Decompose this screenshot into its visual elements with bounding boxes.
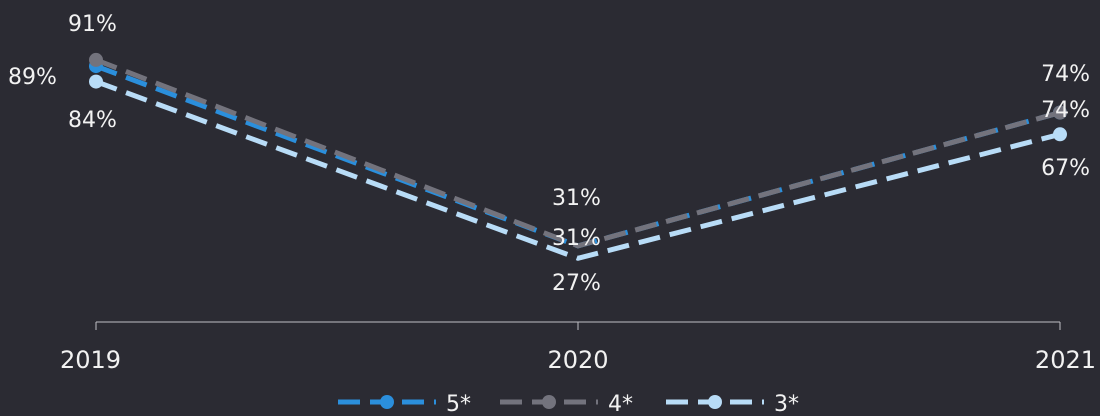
data-label: 67% — [1041, 156, 1090, 181]
series-line-2 — [95, 79, 1061, 261]
series-line-1 — [95, 57, 1061, 249]
data-point — [89, 52, 103, 67]
data-point — [89, 74, 103, 89]
data-point — [1053, 127, 1067, 142]
legend-label: 3* — [774, 392, 799, 416]
series-lines — [89, 52, 1067, 261]
x-tick-label: 2019 — [60, 346, 121, 374]
x-tick-label: 2020 — [547, 346, 608, 374]
legend-swatch-marker — [542, 395, 556, 409]
data-label: 31% — [552, 226, 601, 251]
x-axis: 2019 2020 2021 — [60, 321, 1096, 374]
x-tick-label: 2021 — [1035, 346, 1096, 374]
legend-label: 5* — [446, 392, 471, 416]
data-label: 84% — [68, 108, 117, 133]
legend: 5* 4* 3* — [338, 392, 799, 416]
legend-swatch-marker — [708, 395, 722, 409]
data-label: 74% — [1041, 62, 1090, 87]
data-labels: 89% 31% 74% 91% 31% 74% 84% 27% 67% — [8, 12, 1090, 296]
data-label: 27% — [552, 271, 601, 296]
data-label: 31% — [552, 186, 601, 211]
data-label: 91% — [68, 12, 117, 37]
legend-label: 4* — [608, 392, 633, 416]
series-line-0 — [95, 63, 1061, 249]
data-label: 89% — [8, 65, 57, 90]
data-label: 74% — [1041, 98, 1090, 123]
legend-swatch-marker — [380, 395, 394, 409]
data-point — [1053, 105, 1067, 120]
